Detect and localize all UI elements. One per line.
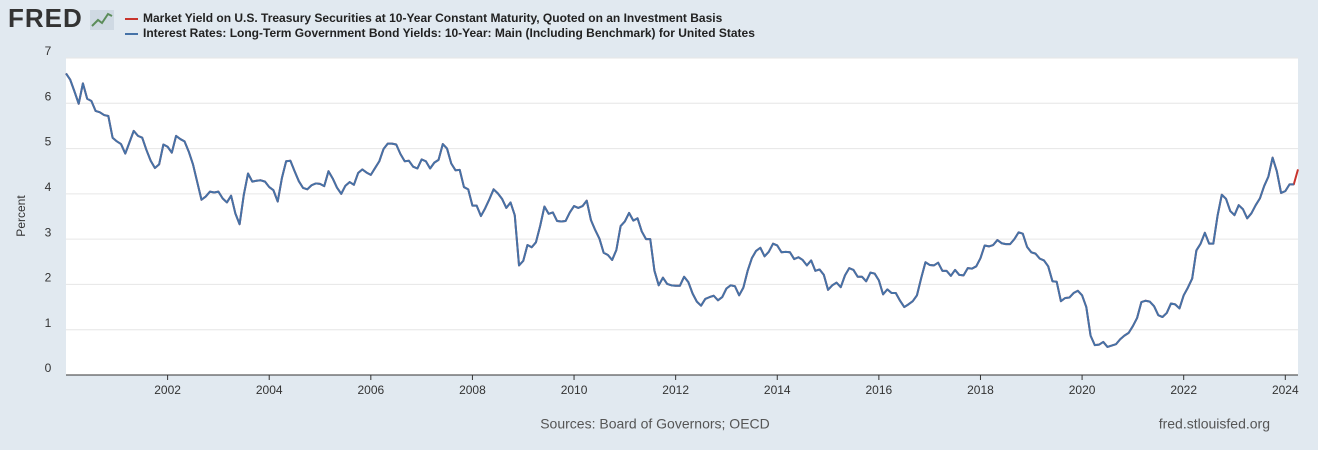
x-tick-label: 2006 — [357, 383, 384, 397]
x-tick-label: 2016 — [866, 383, 893, 397]
y-tick-label: 0 — [45, 361, 52, 375]
x-tick-label: 2002 — [154, 383, 181, 397]
x-tick-label: 2022 — [1170, 383, 1197, 397]
x-tick-label: 2018 — [967, 383, 994, 397]
x-tick-label: 2004 — [256, 383, 283, 397]
logo[interactable]: FRED — [8, 3, 83, 33]
x-tick-label: 2024 — [1272, 383, 1299, 397]
site-link[interactable]: fred.stlouisfed.org — [1159, 416, 1270, 432]
legend-label: Interest Rates: Long-Term Government Bon… — [143, 26, 755, 40]
y-tick-label: 7 — [45, 44, 52, 58]
x-tick-label: 2020 — [1069, 383, 1096, 397]
data-line — [65, 72, 1294, 348]
y-tick-label: 6 — [45, 89, 52, 103]
x-tick-label: 2012 — [662, 383, 689, 397]
logo-icon — [90, 10, 114, 30]
source-note: Sources: Board of Governors; OECD — [540, 416, 770, 432]
y-axis-label: Percent — [14, 195, 28, 237]
x-tick-label: 2014 — [764, 383, 791, 397]
y-tick-label: 2 — [45, 271, 52, 285]
y-tick-label: 4 — [45, 180, 52, 194]
legend-label: Market Yield on U.S. Treasury Securities… — [143, 11, 723, 25]
y-tick-label: 5 — [45, 135, 52, 149]
x-tick-label: 2008 — [459, 383, 486, 397]
y-tick-label: 3 — [45, 225, 52, 239]
x-tick-label: 2010 — [561, 383, 588, 397]
y-tick-label: 1 — [45, 316, 52, 330]
plot-area — [66, 58, 1298, 375]
